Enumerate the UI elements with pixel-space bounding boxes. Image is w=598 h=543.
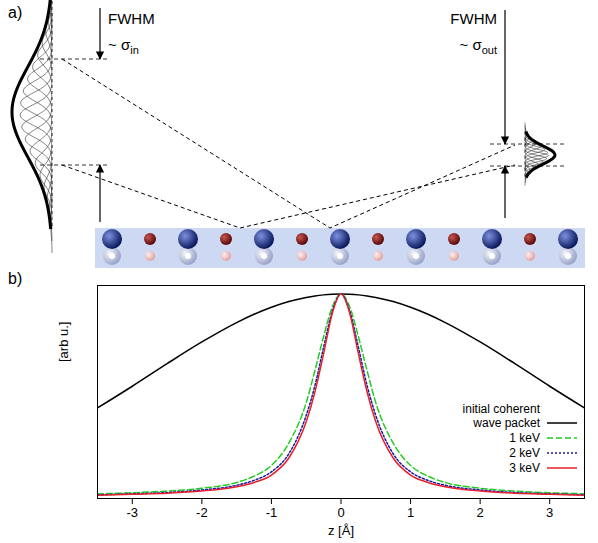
html-text:wave packet: wave packet [473, 416, 540, 430]
svg-text:~ σin: ~ σin [108, 36, 139, 56]
svg-text:a): a) [8, 4, 22, 21]
svg-text:2: 2 [477, 505, 484, 520]
svg-text:z [Å]: z [Å] [328, 523, 354, 538]
svg-text:3: 3 [546, 505, 553, 520]
svg-text:FWHM: FWHM [108, 10, 155, 27]
html-text:[arb u.]: [arb u.] [56, 321, 71, 362]
svg-text:-2: -2 [196, 505, 208, 520]
html-text:b): b) [8, 270, 23, 287]
svg-text:FWHM: FWHM [450, 10, 497, 27]
svg-text:-1: -1 [266, 505, 278, 520]
svg-text:-3: -3 [127, 505, 139, 520]
svg-text:0: 0 [337, 505, 344, 520]
html-text:3 keV: 3 keV [509, 461, 540, 475]
html-text:initial coherent: initial coherent [462, 402, 540, 416]
html-text:2 keV: 2 keV [509, 446, 540, 460]
html-text:1 keV: 1 keV [509, 431, 540, 445]
svg-text:~ σout: ~ σout [460, 36, 497, 56]
svg-text:1: 1 [407, 505, 414, 520]
